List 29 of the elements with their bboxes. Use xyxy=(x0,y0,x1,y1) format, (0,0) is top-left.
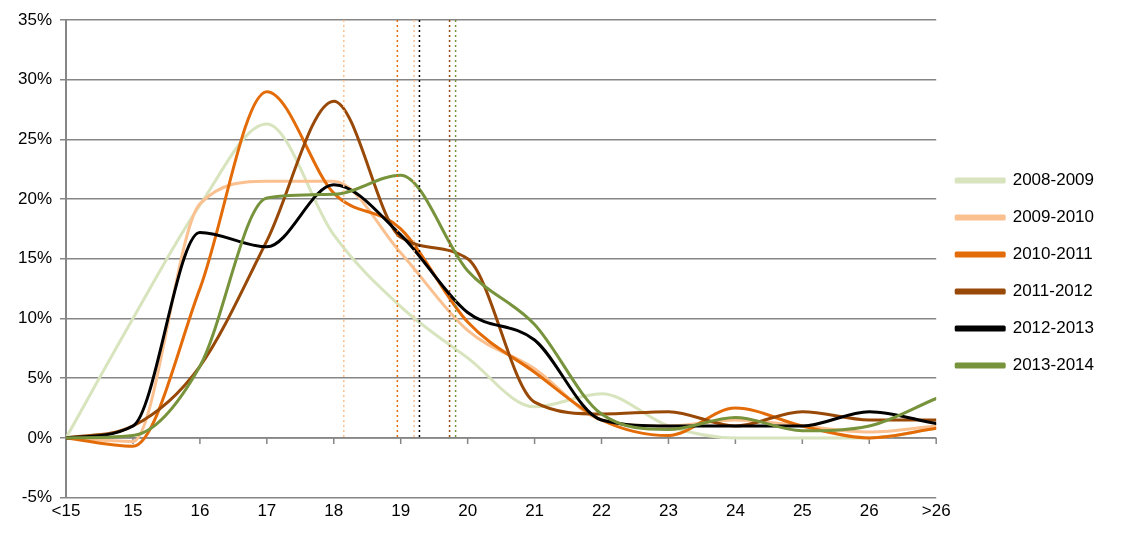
y-tick-label: -5% xyxy=(21,487,53,507)
x-tick-label: 22 xyxy=(592,501,611,521)
x-tick-label: >26 xyxy=(921,501,951,521)
y-tick-label: 10% xyxy=(17,308,53,328)
x-tick-label: <15 xyxy=(51,501,81,521)
y-tick-label: 30% xyxy=(17,69,53,89)
x-tick-label: 21 xyxy=(525,501,545,521)
y-tick-label: 0% xyxy=(27,427,53,447)
x-tick-label: 26 xyxy=(859,501,879,521)
x-tick-label: 15 xyxy=(123,501,143,521)
y-tick-label: 25% xyxy=(17,129,53,149)
legend-label: 2009-2010 xyxy=(1012,207,1095,227)
x-tick-label: 17 xyxy=(257,501,277,521)
x-tick-label: 24 xyxy=(725,501,745,521)
y-tick-label: 35% xyxy=(17,9,53,29)
y-tick-label: 15% xyxy=(17,248,53,268)
x-tick-label: 18 xyxy=(324,501,344,521)
x-tick-label: 19 xyxy=(391,501,411,521)
x-tick-label: 25 xyxy=(792,501,812,521)
x-tick-label: 23 xyxy=(658,501,678,521)
legend-label: 2008-2009 xyxy=(1012,170,1095,190)
legend-label: 2013-2014 xyxy=(1012,355,1095,375)
legend-label: 2012-2013 xyxy=(1012,318,1095,338)
y-tick-label: 20% xyxy=(17,188,53,208)
legend-label: 2010-2011 xyxy=(1012,244,1093,264)
legend-label: 2011-2012 xyxy=(1012,281,1093,301)
x-tick-label: 20 xyxy=(458,501,478,521)
y-tick-label: 5% xyxy=(27,367,53,387)
x-tick-label: 16 xyxy=(190,501,210,521)
